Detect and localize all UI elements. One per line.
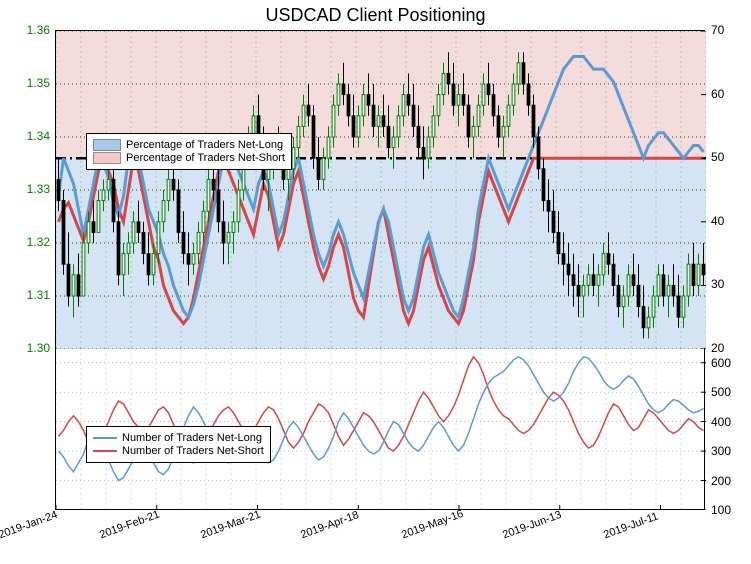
y-right-tick: 50 bbox=[711, 150, 751, 164]
sub-legend-long-label: Number of Traders Net-Long bbox=[122, 432, 262, 444]
sub-legend: Number of Traders Net-Long Number of Tra… bbox=[86, 426, 271, 463]
y-left-tick: 1.30 bbox=[0, 341, 50, 355]
y-right-tick: 30 bbox=[711, 277, 751, 291]
main-panel: Percentage of Traders Net-Long Percentag… bbox=[55, 30, 705, 348]
x-tick-label: 2019-Apr-18 bbox=[299, 509, 361, 541]
y-right-tick: 20 bbox=[711, 341, 751, 355]
sub-legend-short-line bbox=[93, 450, 117, 452]
chart-area: Percentage of Traders Net-Long Percentag… bbox=[55, 30, 705, 510]
y-left-tick: 1.33 bbox=[0, 182, 50, 196]
y-right-tick: 70 bbox=[711, 23, 751, 37]
legend-long-swatch bbox=[93, 139, 121, 151]
legend-short-label: Percentage of Traders Net-Short bbox=[126, 152, 285, 164]
y-left-tick: 1.31 bbox=[0, 288, 50, 302]
y-right-tick: 40 bbox=[711, 214, 751, 228]
x-tick-label: 2019-Jun-13 bbox=[501, 509, 563, 541]
legend-short-swatch bbox=[93, 152, 121, 164]
sub-legend-row-short: Number of Traders Net-Short bbox=[93, 445, 264, 457]
y-left-tick: 1.34 bbox=[0, 129, 50, 143]
y-right-tick: 60 bbox=[711, 87, 751, 101]
x-tick-label: 2019-Feb-21 bbox=[98, 508, 161, 541]
x-tick-label: 2019-Jan-24 bbox=[0, 509, 59, 541]
y-left-tick: 1.35 bbox=[0, 76, 50, 90]
sub-panel: Number of Traders Net-Long Number of Tra… bbox=[55, 348, 705, 510]
sub-legend-short-label: Number of Traders Net-Short bbox=[122, 445, 264, 457]
legend-row-long: Percentage of Traders Net-Long bbox=[93, 139, 285, 151]
y-sub-tick: 100 bbox=[711, 503, 751, 517]
y-sub-tick: 500 bbox=[711, 385, 751, 399]
main-legend: Percentage of Traders Net-Long Percentag… bbox=[86, 133, 292, 170]
y-left-tick: 1.36 bbox=[0, 23, 50, 37]
y-sub-tick: 200 bbox=[711, 474, 751, 488]
y-left-tick: 1.32 bbox=[0, 235, 50, 249]
y-sub-tick: 600 bbox=[711, 356, 751, 370]
x-tick-label: 2019-May-16 bbox=[400, 508, 465, 541]
legend-row-short: Percentage of Traders Net-Short bbox=[93, 152, 285, 164]
x-tick-label: 2019-Jul-11 bbox=[602, 510, 660, 541]
legend-long-label: Percentage of Traders Net-Long bbox=[126, 139, 283, 151]
chart-container: USDCAD Client Positioning Percentage of … bbox=[0, 0, 751, 564]
chart-title: USDCAD Client Positioning bbox=[0, 0, 751, 26]
sub-legend-row-long: Number of Traders Net-Long bbox=[93, 432, 264, 444]
main-svg bbox=[56, 31, 706, 349]
y-sub-tick: 300 bbox=[711, 444, 751, 458]
y-sub-tick: 400 bbox=[711, 415, 751, 429]
sub-legend-long-line bbox=[93, 437, 117, 439]
x-tick-label: 2019-Mar-21 bbox=[199, 508, 262, 541]
